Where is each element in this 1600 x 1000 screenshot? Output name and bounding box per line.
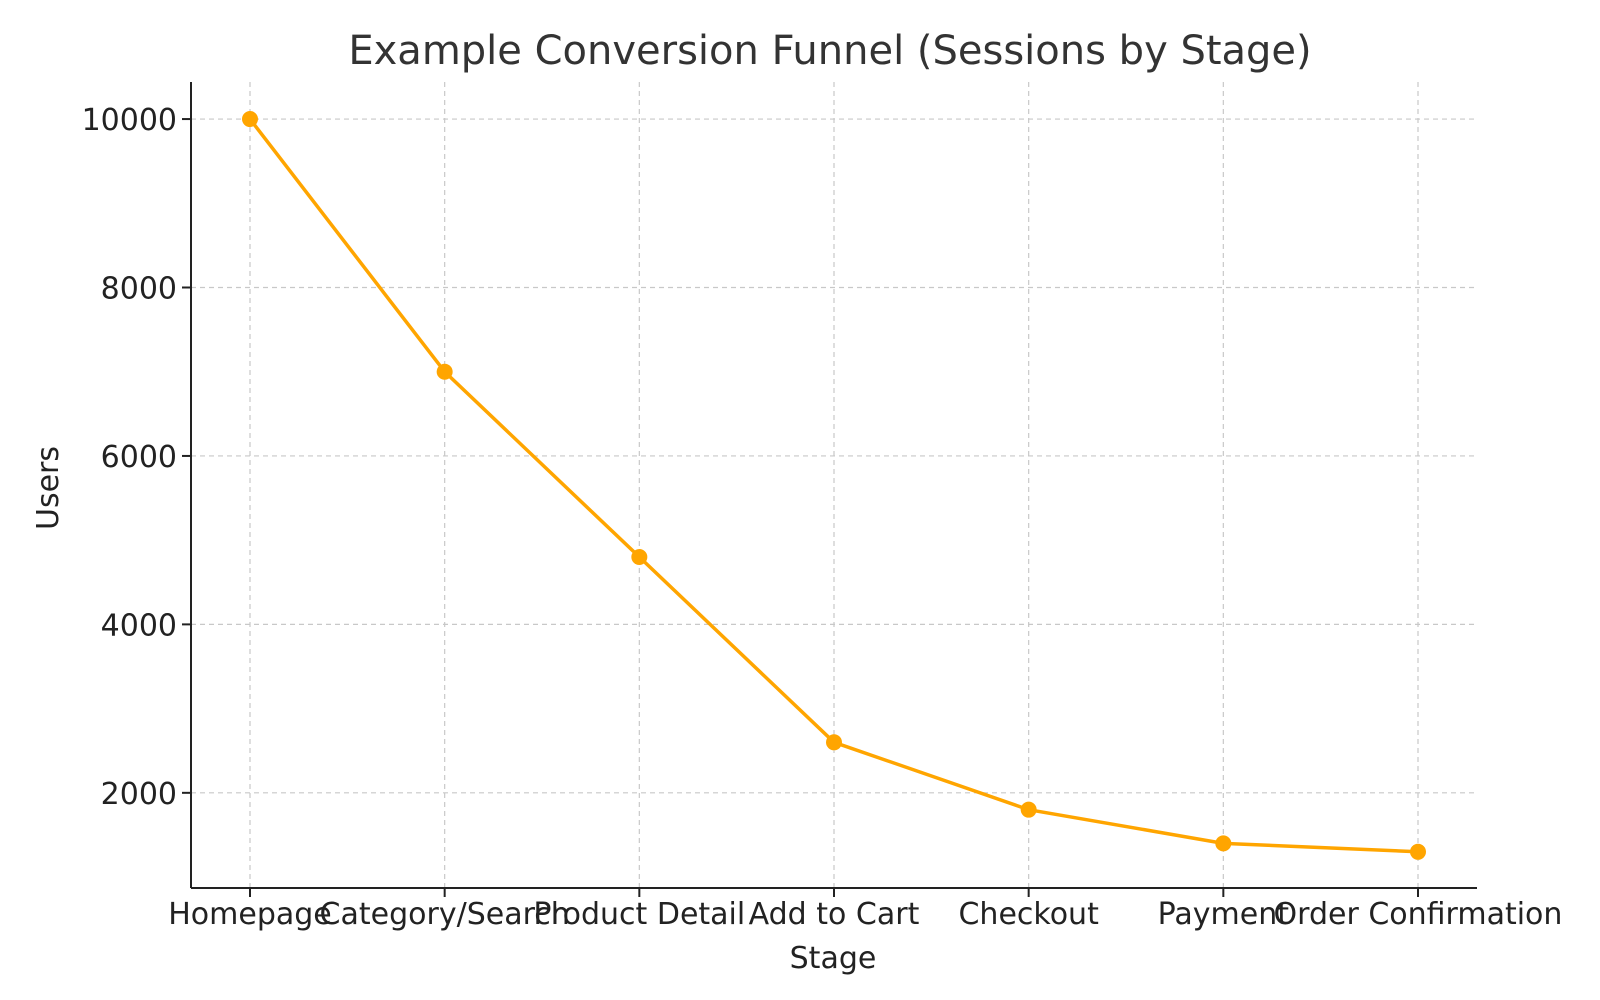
y-tick-label: 10000 — [82, 103, 177, 138]
y-tick-label: 8000 — [101, 272, 177, 307]
y-tick-label: 4000 — [101, 608, 177, 643]
x-tick-label: Order Confirmation — [1274, 897, 1563, 932]
x-tick-label: Homepage — [168, 897, 332, 932]
grid-layer — [191, 82, 1477, 888]
x-tick-label: Category/Search — [320, 897, 570, 932]
data-point — [1410, 843, 1426, 860]
chart-title: Example Conversion Funnel (Sessions by S… — [348, 28, 1311, 74]
data-point — [826, 734, 842, 751]
x-tick-label: Payment — [1158, 897, 1290, 932]
data-point — [1215, 835, 1232, 852]
x-axis-label: Stage — [790, 941, 877, 976]
data-point — [631, 549, 648, 566]
data-point — [1020, 801, 1037, 818]
y-axis-label: Users — [31, 446, 66, 530]
x-tick-label: Product Detail — [533, 897, 745, 932]
y-tick-label: 2000 — [101, 777, 177, 812]
series-layer — [242, 111, 1426, 860]
x-tick-label: Checkout — [958, 897, 1099, 932]
y-tick-label: 6000 — [101, 440, 177, 475]
x-tick-label: Add to Cart — [749, 897, 920, 932]
data-point — [242, 111, 258, 128]
data-point — [436, 363, 453, 380]
